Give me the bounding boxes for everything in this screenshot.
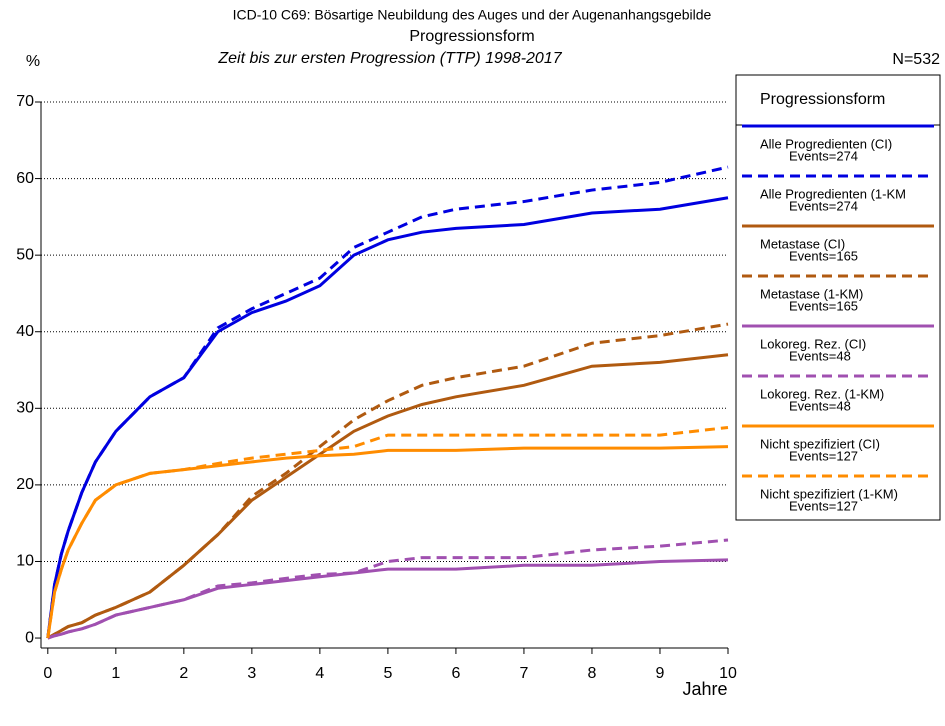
series-line — [46, 196, 729, 639]
chart-subtitle: Progressionsform — [409, 28, 534, 45]
chart-title: ICD-10 C69: Bösartige Neubildung des Aug… — [233, 7, 712, 23]
y-tick-label: 70 — [16, 93, 34, 110]
x-tick-label: 9 — [656, 665, 665, 682]
legend-label: Metastase (1-KM) — [760, 286, 863, 301]
legend-events: Events=165 — [789, 248, 858, 263]
x-tick-label: 8 — [588, 665, 597, 682]
x-tick-label: 7 — [519, 665, 528, 682]
series-line — [47, 322, 729, 640]
legend-events: Events=274 — [789, 198, 858, 213]
series-line — [46, 165, 729, 639]
series-line — [47, 538, 729, 640]
legend-label: Metastase (CI) — [760, 236, 845, 251]
legend-label: Alle Progredienten (1-KM — [760, 186, 906, 201]
legend-label: Nicht spezifiziert (1-KM) — [760, 486, 898, 501]
x-tick-label: 2 — [179, 665, 188, 682]
series-line — [47, 353, 729, 640]
y-tick-label: 20 — [16, 476, 34, 493]
x-tick-label: 6 — [451, 665, 460, 682]
chart-subtitle2: Zeit bis zur ersten Progression (TTP) 19… — [217, 50, 562, 67]
legend-box — [735, 74, 941, 521]
legend-events: Events=127 — [789, 498, 858, 513]
x-tick-label: 5 — [383, 665, 392, 682]
legend-label: Lokoreg. Rez. (1-KM) — [760, 386, 884, 401]
series-line — [46, 445, 729, 639]
legend-events: Events=274 — [789, 148, 858, 163]
legend-events: Events=165 — [789, 298, 858, 313]
y-tick-label: 60 — [16, 170, 34, 187]
x-tick-label: 4 — [315, 665, 324, 682]
legend-events: Events=48 — [789, 348, 851, 363]
y-axis-label: % — [26, 53, 40, 70]
series-line — [46, 425, 729, 639]
y-tick-label: 40 — [16, 323, 34, 340]
legend-events: Events=48 — [789, 398, 851, 413]
y-tick-label: 30 — [16, 400, 34, 417]
x-tick-label: 10 — [719, 665, 737, 682]
legend-events: Events=127 — [789, 448, 858, 463]
x-tick-label: 0 — [43, 665, 52, 682]
legend-title: Progressionsform — [760, 91, 885, 108]
legend-label: Lokoreg. Rez. (CI) — [760, 336, 866, 351]
series-line — [47, 558, 729, 640]
n-label: N=532 — [892, 51, 940, 68]
x-tick-label: 3 — [247, 665, 256, 682]
legend-label: Nicht spezifiziert (CI) — [760, 436, 880, 451]
y-tick-label: 0 — [25, 629, 34, 646]
x-tick-label: 1 — [111, 665, 120, 682]
x-axis-label: Jahre — [682, 679, 727, 699]
y-tick-label: 10 — [16, 553, 34, 570]
y-tick-label: 50 — [16, 246, 34, 263]
legend-label: Alle Progredienten (CI) — [760, 136, 892, 151]
